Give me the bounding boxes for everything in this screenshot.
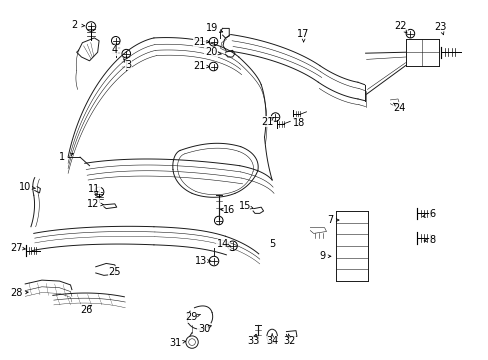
Text: 27: 27 xyxy=(10,243,23,253)
Text: 21: 21 xyxy=(193,60,205,71)
Text: 17: 17 xyxy=(297,29,309,39)
Text: 30: 30 xyxy=(198,324,210,334)
Text: 10: 10 xyxy=(19,182,31,192)
Text: 11: 11 xyxy=(88,184,100,194)
Text: 18: 18 xyxy=(293,118,305,128)
Text: 3: 3 xyxy=(125,60,131,69)
Text: 9: 9 xyxy=(319,251,325,261)
Text: 8: 8 xyxy=(429,235,435,244)
Text: 4: 4 xyxy=(112,45,118,55)
Text: 5: 5 xyxy=(268,239,275,249)
Text: 24: 24 xyxy=(392,103,405,113)
Text: 25: 25 xyxy=(108,266,121,276)
Text: 2: 2 xyxy=(71,20,77,30)
Text: 33: 33 xyxy=(246,336,259,346)
Text: 1: 1 xyxy=(59,152,65,162)
Text: 21: 21 xyxy=(193,37,205,47)
Text: 19: 19 xyxy=(205,23,218,33)
Text: 23: 23 xyxy=(434,22,446,32)
Text: 14: 14 xyxy=(217,239,229,249)
Text: 6: 6 xyxy=(429,209,435,219)
Text: 22: 22 xyxy=(394,22,407,31)
Text: 7: 7 xyxy=(326,215,333,225)
Text: 13: 13 xyxy=(194,256,206,266)
Text: 34: 34 xyxy=(265,336,278,346)
Text: 15: 15 xyxy=(239,201,251,211)
Text: 32: 32 xyxy=(283,336,295,346)
Text: 16: 16 xyxy=(223,204,235,215)
Text: 20: 20 xyxy=(204,47,217,57)
Text: 26: 26 xyxy=(80,305,92,315)
Text: 12: 12 xyxy=(86,199,99,209)
Text: 21: 21 xyxy=(261,117,273,127)
Text: 29: 29 xyxy=(184,312,197,322)
Text: 31: 31 xyxy=(169,338,181,348)
Text: 28: 28 xyxy=(10,288,23,298)
